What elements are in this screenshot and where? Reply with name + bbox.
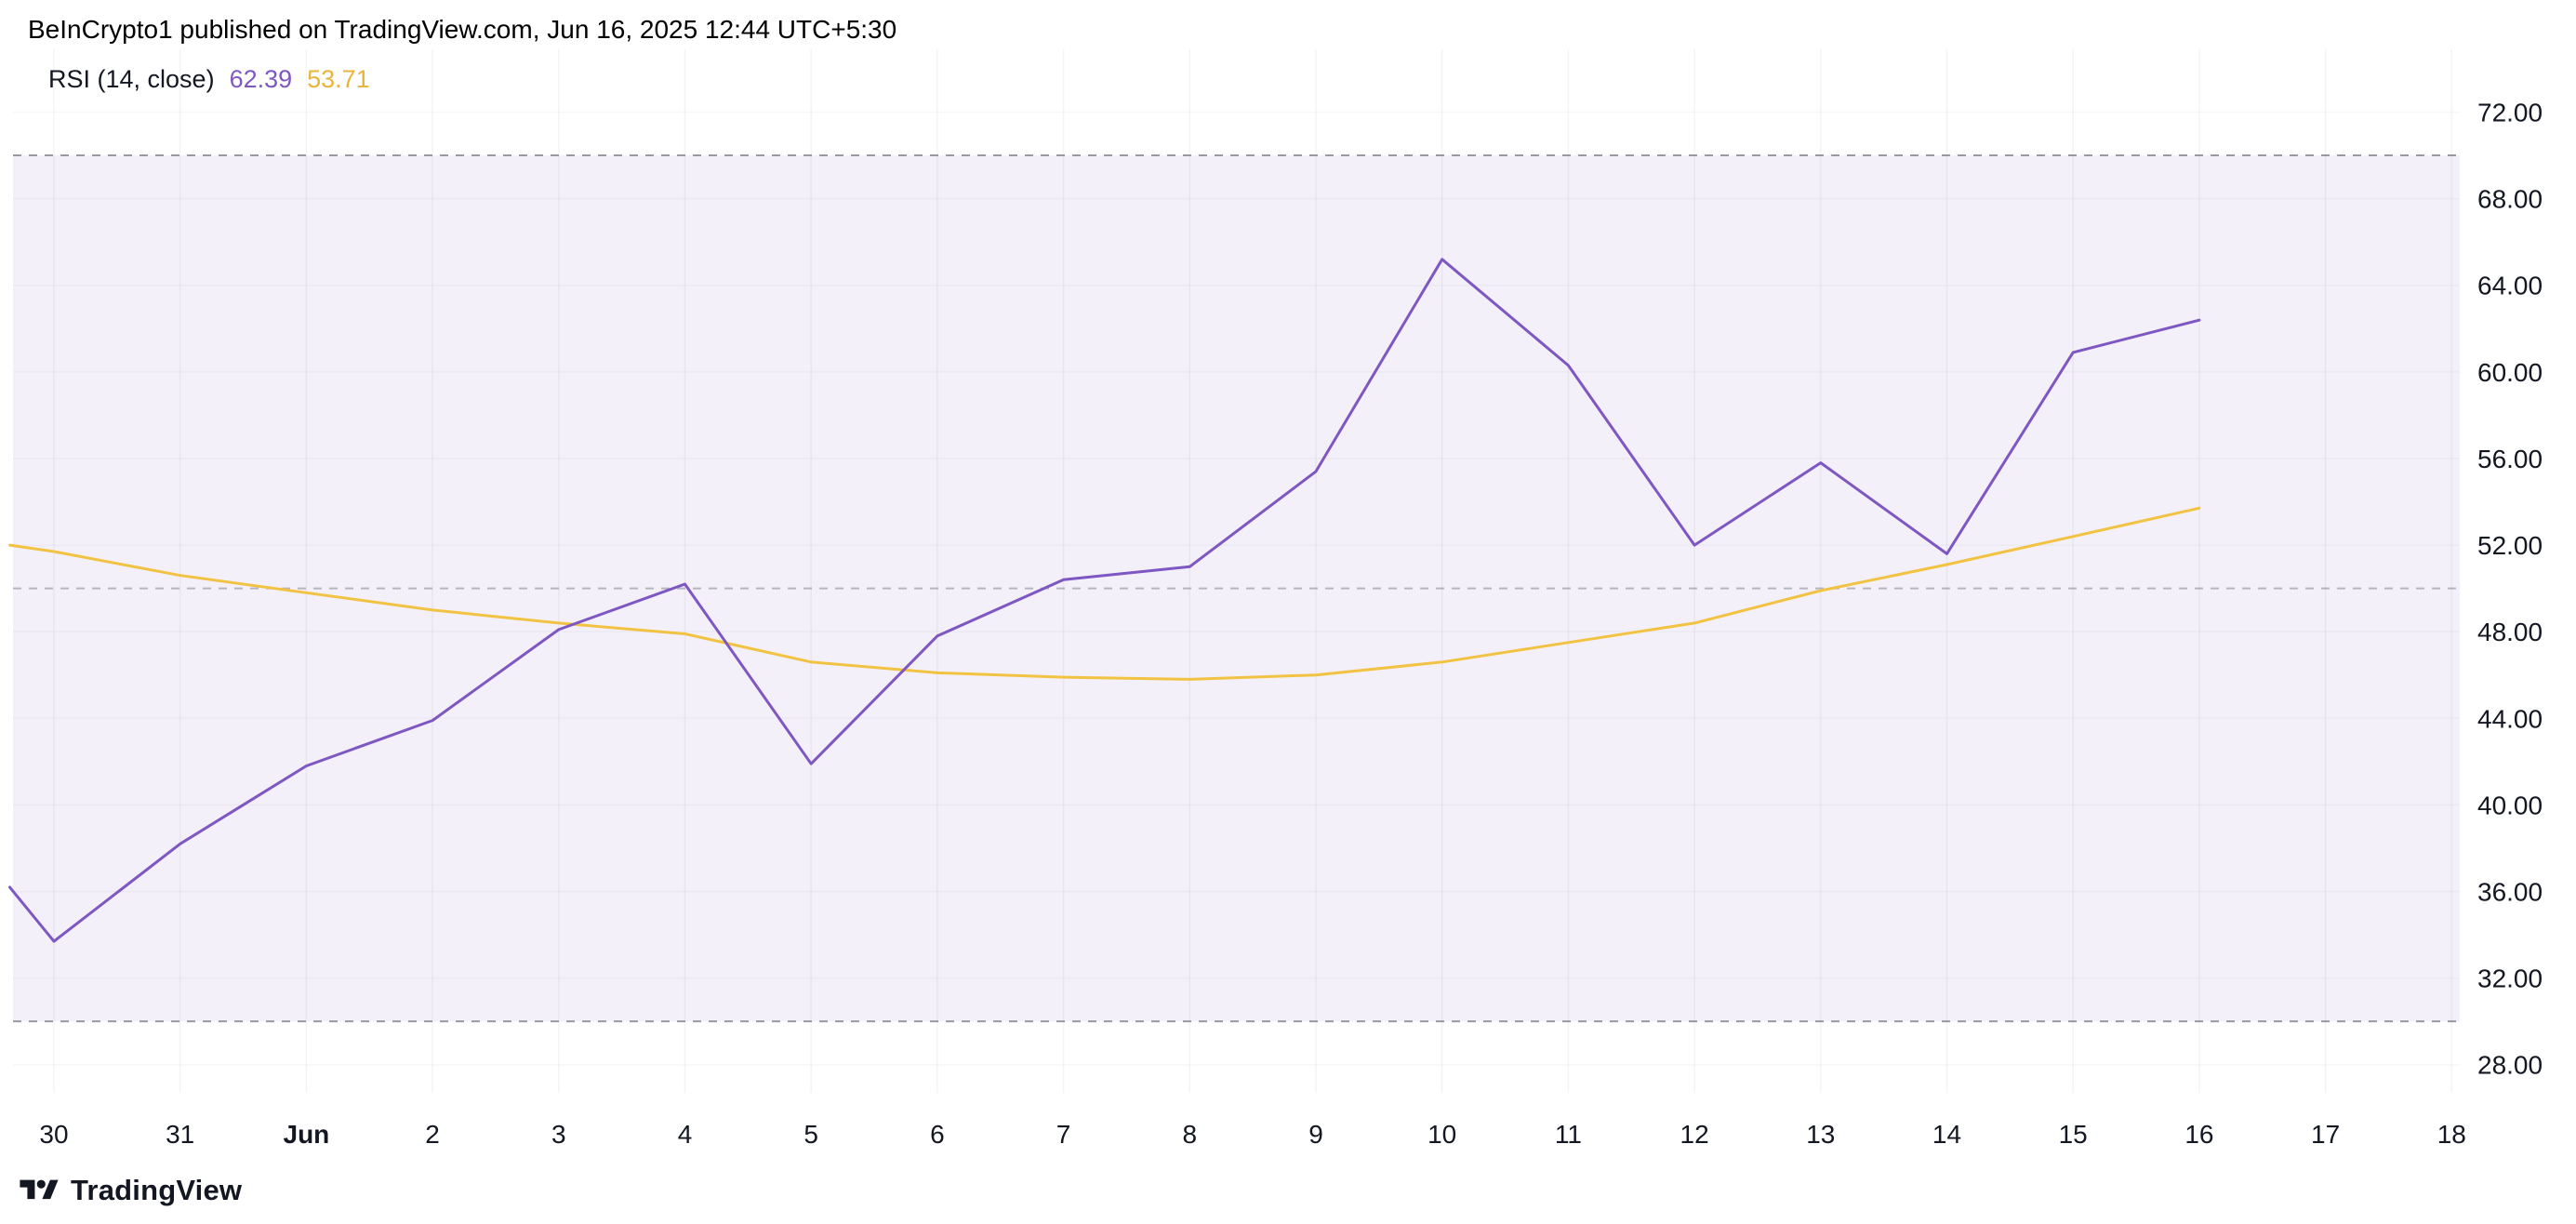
x-axis-label[interactable]: 4 [678, 1120, 693, 1149]
x-axis-label[interactable]: 2 [425, 1120, 440, 1149]
y-axis-label[interactable]: 36.00 [2477, 878, 2543, 907]
x-axis-label[interactable]: 5 [803, 1120, 818, 1149]
ma-value: 53.71 [307, 65, 370, 93]
y-axis-label[interactable]: 28.00 [2477, 1051, 2543, 1080]
x-axis-label[interactable]: 6 [930, 1120, 945, 1149]
rsi-based-ma-line [8, 506, 2201, 681]
tradingview-brand[interactable]: TradingView [71, 1174, 243, 1206]
attribution-title: BeInCrypto1 published on TradingView.com… [28, 15, 897, 44]
x-axis-label[interactable]: 11 [1555, 1120, 1582, 1149]
y-axis-label[interactable]: 72.00 [2477, 99, 2543, 127]
y-axis-label[interactable]: 32.00 [2477, 965, 2543, 993]
x-axis-label[interactable]: 8 [1183, 1120, 1198, 1149]
x-axis-label[interactable]: 12 [1680, 1120, 1709, 1149]
x-axis-label[interactable]: 15 [2059, 1120, 2088, 1149]
rsi-line [8, 258, 2201, 943]
y-axis-label[interactable]: 48.00 [2477, 618, 2543, 646]
x-axis-label[interactable]: 10 [1427, 1120, 1456, 1149]
y-axis-label[interactable]: 64.00 [2477, 272, 2543, 300]
indicator-name: RSI (14, close) [48, 65, 215, 93]
x-axis-label[interactable]: 14 [1932, 1120, 1961, 1149]
footer: TradingView [19, 1174, 242, 1207]
x-axis-label[interactable]: 30 [39, 1120, 68, 1149]
x-axis-label[interactable]: 7 [1056, 1120, 1071, 1149]
y-axis-label[interactable]: 40.00 [2477, 791, 2543, 819]
y-axis-label[interactable]: 52.00 [2477, 531, 2543, 560]
rsi-value: 62.39 [229, 65, 293, 93]
x-axis-label[interactable]: 18 [2437, 1120, 2466, 1149]
x-axis-label[interactable]: 16 [2184, 1120, 2213, 1149]
x-axis-label[interactable]: 31 [166, 1120, 194, 1149]
x-axis-label[interactable]: 13 [1806, 1120, 1835, 1149]
y-axis-label[interactable]: 44.00 [2477, 704, 2543, 733]
y-axis-label[interactable]: 56.00 [2477, 445, 2543, 473]
y-axis-label[interactable]: 68.00 [2477, 185, 2543, 214]
indicator-legend[interactable]: RSI (14, close) 62.39 53.71 [48, 63, 370, 95]
x-axis-label[interactable]: 9 [1308, 1120, 1323, 1149]
tradingview-logo-icon[interactable] [19, 1176, 60, 1205]
x-axis-label[interactable]: Jun [284, 1120, 330, 1149]
x-axis-label[interactable]: 3 [551, 1120, 566, 1149]
x-axis-label[interactable]: 17 [2311, 1120, 2340, 1149]
y-axis-label[interactable]: 60.00 [2477, 358, 2543, 387]
